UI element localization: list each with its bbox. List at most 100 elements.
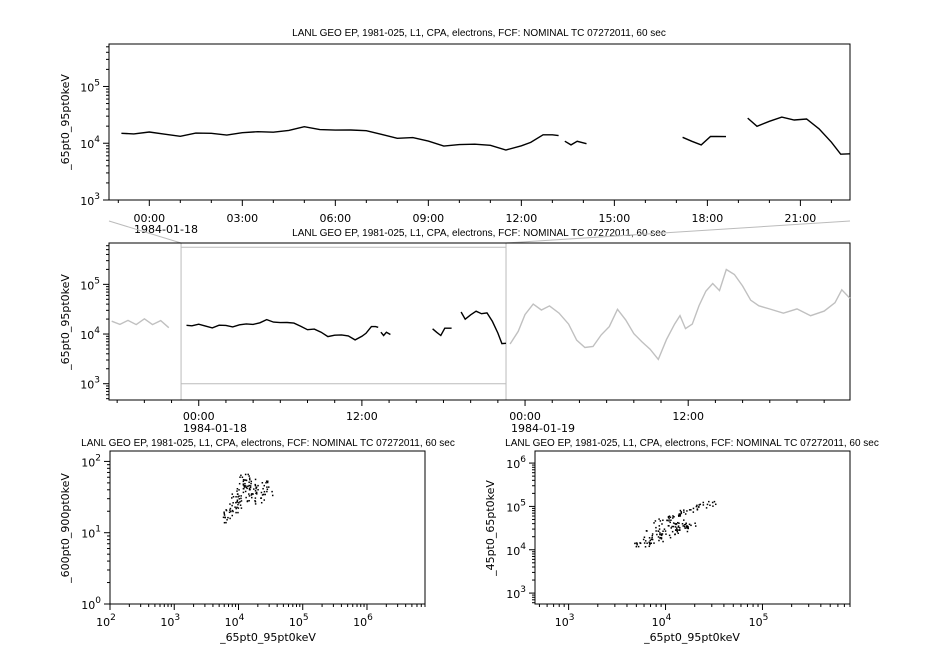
panel3-point <box>243 485 246 488</box>
panel3-point <box>249 485 252 487</box>
panel4-point <box>690 509 692 511</box>
panel2-ytick-label: 103 <box>80 376 100 392</box>
panel4-point <box>672 522 675 524</box>
panel3-point <box>240 497 242 500</box>
panel4-point <box>655 530 657 532</box>
panel4-frame <box>534 450 851 605</box>
panel1-title: LANL GEO EP, 1981-025, L1, CPA, electron… <box>292 28 666 39</box>
panel4-point <box>668 520 670 522</box>
exponent: 6 <box>520 455 526 465</box>
panel1-series-line <box>121 125 559 151</box>
panel4-point <box>685 522 687 525</box>
panel4-point <box>690 524 692 527</box>
exponent: 5 <box>763 613 769 623</box>
panel4-point <box>705 507 708 509</box>
panel4-point <box>676 530 679 533</box>
panel3-point <box>266 486 268 488</box>
panel3-point <box>238 482 241 485</box>
panel3-point <box>229 509 231 511</box>
panel3-point <box>235 496 237 498</box>
panel4-point <box>651 534 654 537</box>
panel3-point <box>243 479 246 481</box>
exponent: 3 <box>94 192 100 202</box>
panel4-point <box>665 533 667 535</box>
panel4-point <box>688 523 691 526</box>
panel4-xtick-label: 103 <box>555 613 575 629</box>
exponent: 4 <box>239 613 245 623</box>
panel4-point <box>672 517 674 519</box>
panel4-point <box>670 527 672 529</box>
panel3-point <box>248 487 251 490</box>
panel4-point <box>711 501 714 504</box>
panel4-point <box>688 509 691 511</box>
panel3-point <box>248 495 251 497</box>
panel3-point <box>235 507 237 510</box>
panel3-point <box>250 494 253 496</box>
panel2-ylabel: _65pt0_95pt0keV <box>59 274 72 371</box>
panel4-point <box>664 530 667 532</box>
panel4-point <box>644 540 647 542</box>
panel3-point <box>266 490 268 493</box>
panel3-point <box>243 488 245 490</box>
panel4-point <box>659 536 662 539</box>
panel4-point <box>650 538 653 541</box>
panel4-point <box>662 519 664 522</box>
panel3-point <box>229 507 232 510</box>
panel2-series-line <box>186 318 379 341</box>
panel3-point <box>239 504 242 506</box>
panel3-point <box>261 494 264 496</box>
panel3-point <box>255 491 258 494</box>
panel4-point <box>698 504 700 506</box>
panel3-point <box>236 499 239 502</box>
panel3-point <box>257 484 259 487</box>
panel4-point <box>692 511 695 513</box>
panel4-point <box>671 525 673 528</box>
panel4-point <box>712 505 714 507</box>
panel3-point <box>237 496 239 498</box>
panel4-point <box>684 513 687 515</box>
panel3-xtick-label: 104 <box>225 613 245 629</box>
panel3-point <box>223 511 225 514</box>
panel3-xtick-label: 106 <box>353 613 373 629</box>
panel4-point <box>672 525 675 528</box>
panel4-point <box>678 522 680 524</box>
panel3-point <box>253 488 255 490</box>
panel1-date-label: 1984-01-18 <box>134 223 198 236</box>
panel4-point <box>660 533 663 535</box>
panel3-point <box>257 488 259 491</box>
panel3-point <box>238 502 240 504</box>
panel3-point <box>254 478 257 481</box>
panel4-point <box>683 519 685 521</box>
panel3-point <box>234 506 236 508</box>
panel3-point <box>246 487 248 490</box>
panel2-xtick-label: 00:00 <box>509 410 541 423</box>
panel1-xtick-label: 00:00 <box>133 212 165 225</box>
panel3-point <box>250 482 252 485</box>
panel3-point <box>254 497 257 499</box>
panel3-point <box>263 499 266 501</box>
panel1-frame <box>108 43 851 201</box>
exponent: 4 <box>94 135 100 145</box>
panel3-point <box>271 494 274 497</box>
panel4-point <box>644 546 647 548</box>
panel4-point <box>654 520 657 522</box>
panel3-point <box>246 500 249 503</box>
panel4-point <box>708 500 710 503</box>
panel4-point <box>646 542 648 544</box>
exponent: 5 <box>94 276 100 286</box>
exponent: 1 <box>95 525 101 535</box>
panel4-point <box>655 526 657 529</box>
panel1-ytick-label: 103 <box>80 192 100 208</box>
panel4-point <box>659 532 661 534</box>
panel3-point <box>265 480 268 482</box>
panel4-point <box>686 530 689 533</box>
panel3-point <box>247 485 249 488</box>
panel1-xtick-label: 06:00 <box>319 212 351 225</box>
panel3-point <box>239 500 241 503</box>
panel3-point <box>248 481 250 484</box>
panel4-point <box>653 522 655 524</box>
panel4-point <box>683 509 685 511</box>
panel4-ytick-label: 105 <box>506 498 526 514</box>
panel4-point <box>637 545 640 548</box>
